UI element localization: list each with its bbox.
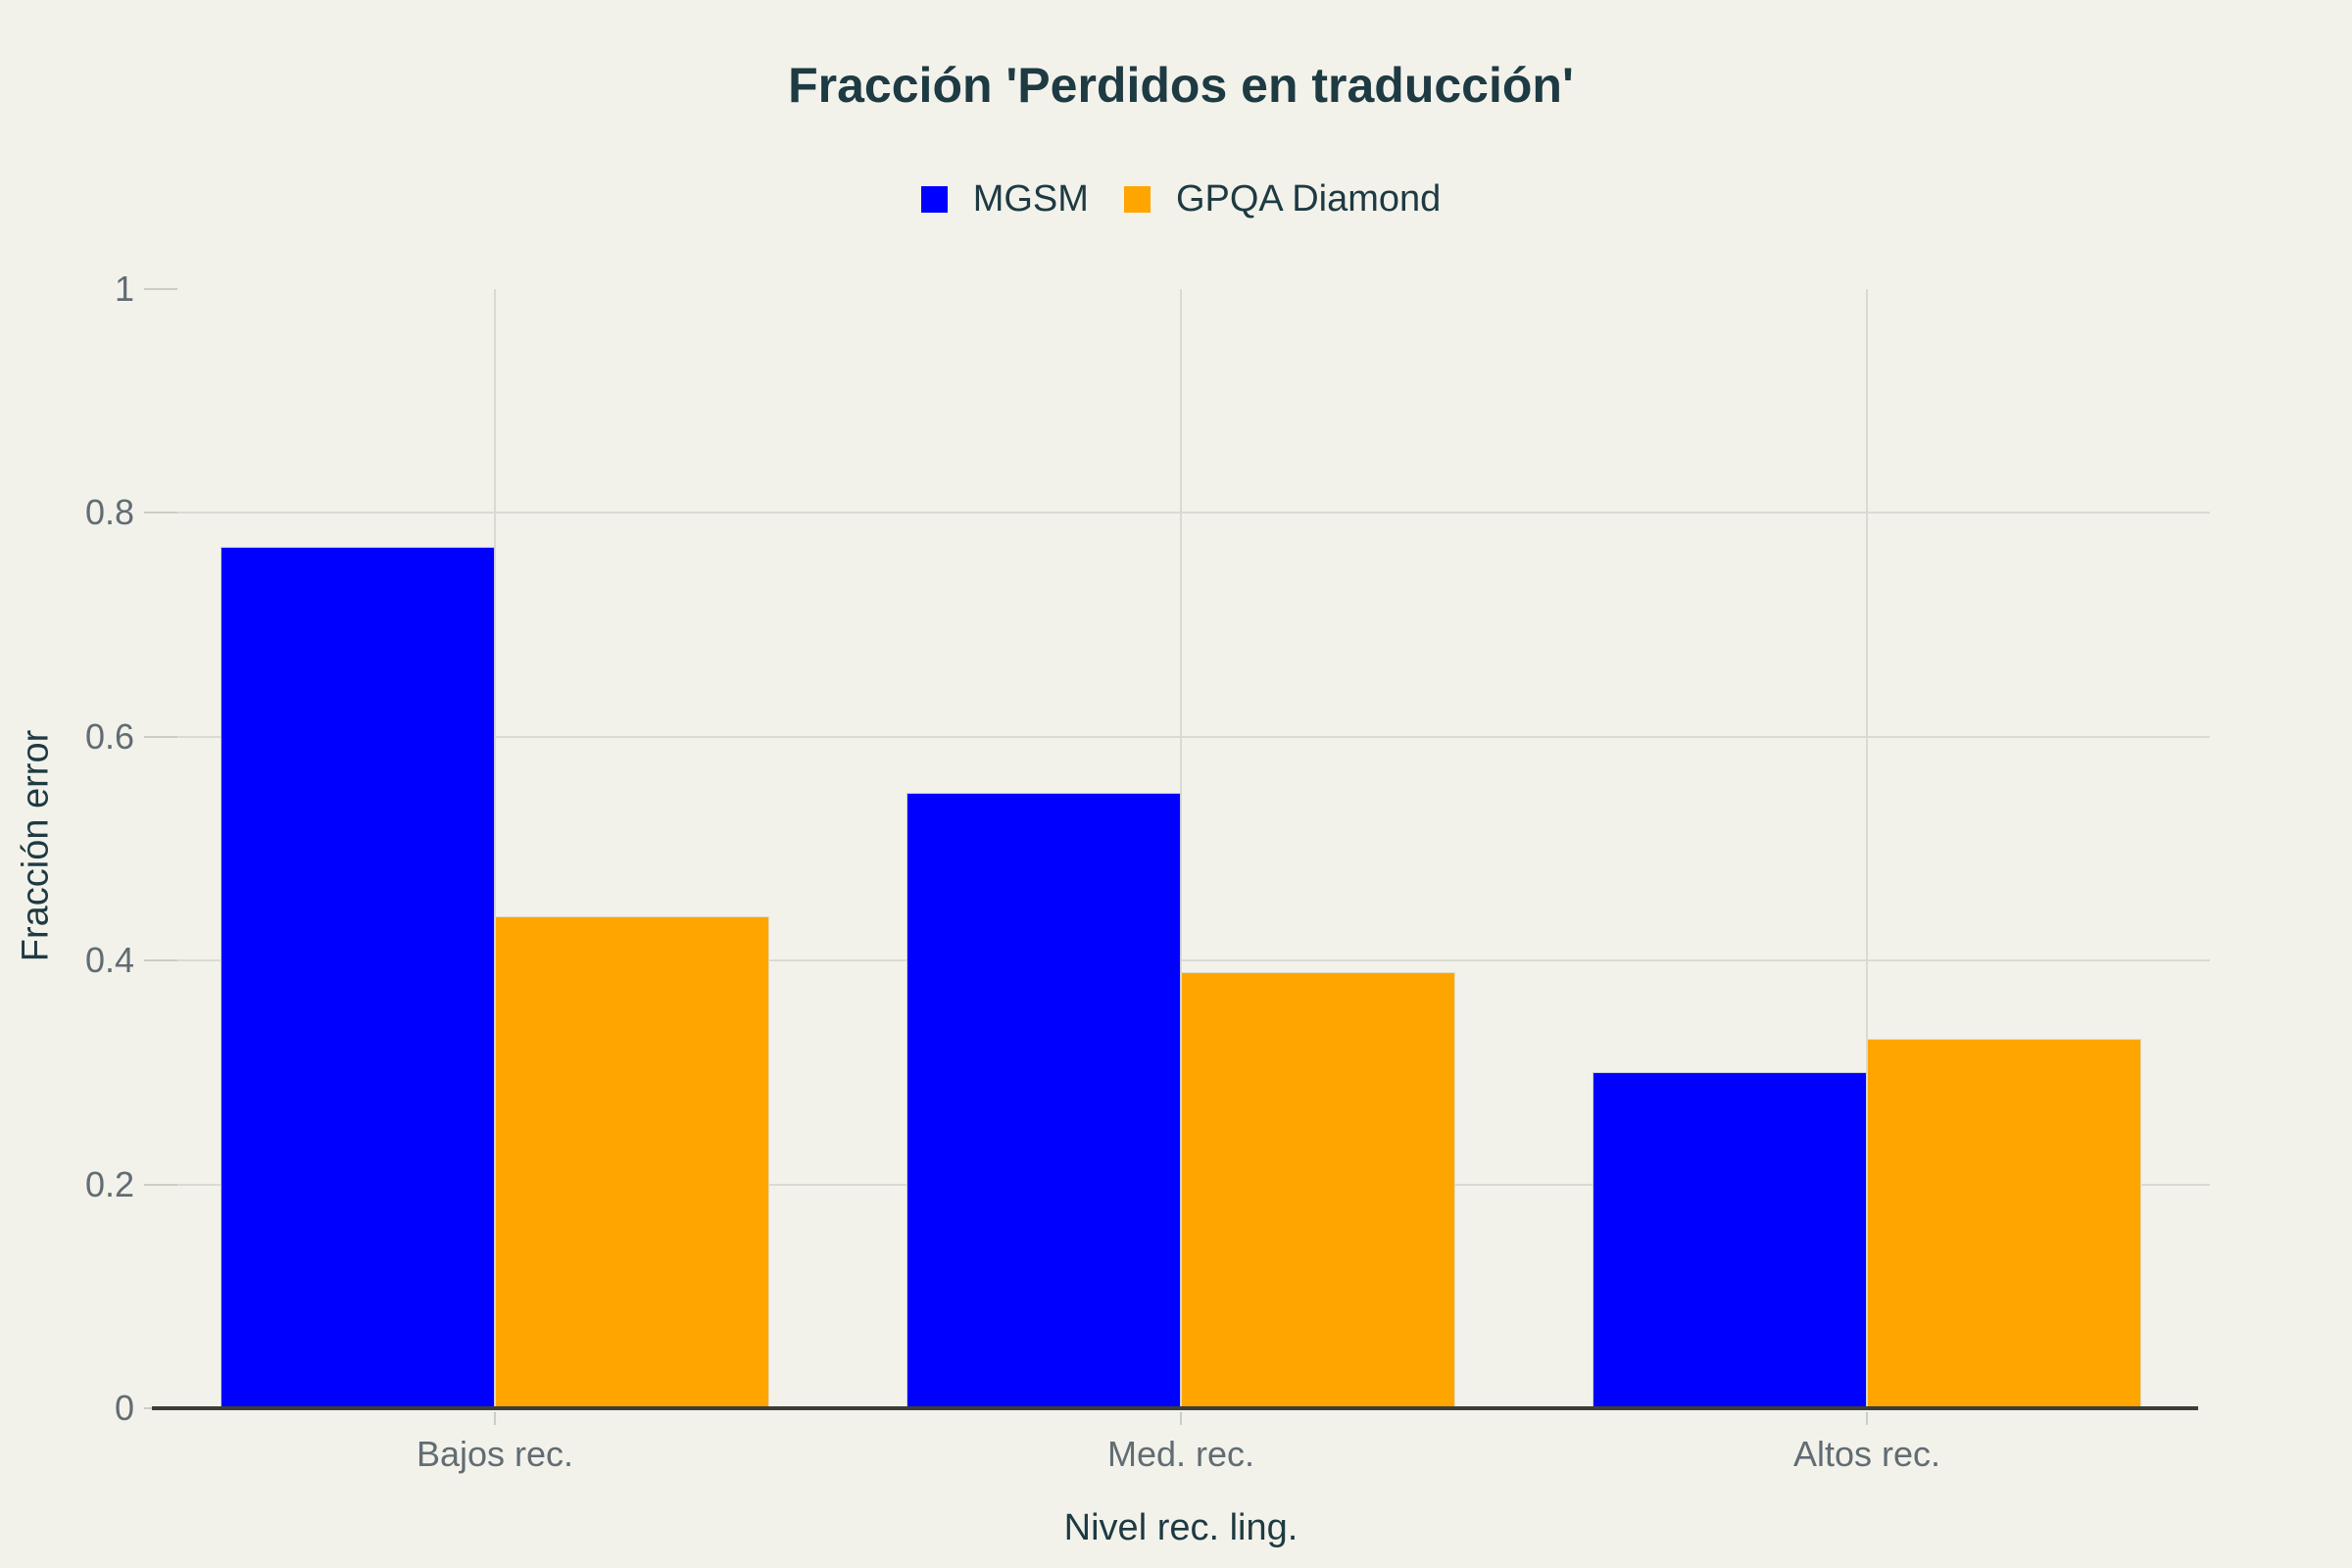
x-tick-label: Altos rec. xyxy=(1792,1434,1941,1474)
y-tick xyxy=(144,512,177,514)
x-tick xyxy=(494,1412,496,1425)
x-tick xyxy=(1180,1412,1182,1425)
legend-swatch-gpqa-diamond xyxy=(1123,185,1151,213)
y-tick-label: 0 xyxy=(114,1388,134,1428)
y-tick xyxy=(144,288,177,290)
y-tick xyxy=(144,959,177,962)
legend-swatch-mgsm xyxy=(920,185,948,213)
x-tick xyxy=(1866,1412,1868,1425)
legend-item-gpqa-diamond[interactable]: GPQA Diamond xyxy=(1123,177,1442,220)
x-axis-title: Nivel rec. ling. xyxy=(1063,1507,1298,1548)
y-tick-label: 0.6 xyxy=(84,715,134,757)
legend-label: MGSM xyxy=(972,177,1089,220)
y-tick-label: 0.4 xyxy=(84,940,134,981)
x-gridline xyxy=(1180,289,1182,1408)
x-tick-label: Bajos rec. xyxy=(416,1434,574,1474)
x-gridline xyxy=(1866,289,1868,1408)
y-tick-label: 0.8 xyxy=(84,492,134,533)
x-tick-label: Med. rec. xyxy=(1106,1434,1255,1474)
y-axis-title: Fracción error xyxy=(15,729,57,962)
y-tick xyxy=(144,1183,177,1186)
bar-mgsm-bajos-rec- xyxy=(220,546,495,1408)
bar-mgsm-altos-rec- xyxy=(1592,1072,1867,1408)
x-gridline xyxy=(494,289,496,1408)
bar-gpqa-diamond-altos-rec- xyxy=(1867,1039,2141,1408)
y-tick xyxy=(144,735,177,738)
bar-gpqa-diamond-med-rec- xyxy=(1181,971,1455,1408)
x-axis-line xyxy=(152,1406,2198,1410)
y-tick-label: 1 xyxy=(114,269,134,309)
bar-mgsm-med-rec- xyxy=(906,792,1181,1408)
chart-title: Fracción 'Perdidos en traducción' xyxy=(788,58,1574,113)
y-tick-label: 0.2 xyxy=(84,1163,134,1204)
legend: MGSM GPQA Diamond xyxy=(152,177,2210,220)
bar-gpqa-diamond-bajos-rec- xyxy=(495,915,769,1408)
legend-label: GPQA Diamond xyxy=(1175,177,1442,220)
legend-item-mgsm[interactable]: MGSM xyxy=(920,177,1089,220)
plot-area: 0 0.2 0.4 0.6 0.8 1 Bajos rec. Med. rec. Altos r… xyxy=(85,271,2210,1474)
